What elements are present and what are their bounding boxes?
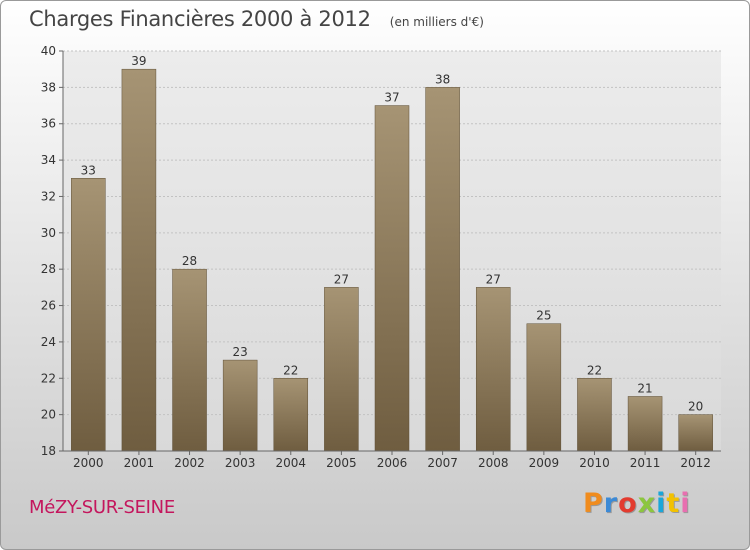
bar-value-label: 38 (435, 72, 450, 86)
bar-2002 (172, 268, 207, 452)
y-tick-label: 26 (41, 299, 56, 313)
logo-letter: o (618, 488, 638, 519)
bar-2007 (425, 87, 460, 452)
logo-letter: r (603, 488, 619, 519)
y-tick-label: 32 (41, 189, 56, 203)
chart-title: Charges Financières 2000 à 2012 (29, 7, 371, 31)
y-tick-label: 38 (41, 80, 56, 94)
bar-2011 (627, 396, 663, 452)
y-tick-label: 18 (41, 444, 56, 458)
bar-2012 (678, 414, 713, 452)
x-tick-label: 2003 (225, 456, 256, 470)
title-line: Charges Financières 2000 à 2012 (en mill… (29, 7, 484, 31)
bar-value-label: 22 (283, 363, 298, 377)
bar-value-label: 21 (637, 381, 652, 395)
logo-letter: x (637, 488, 657, 519)
bar-value-label: 39 (131, 54, 146, 68)
logo-letter: t (666, 488, 681, 519)
y-tick-label: 22 (41, 371, 56, 385)
x-tick-label: 2002 (174, 456, 205, 470)
bar-2001 (121, 68, 157, 452)
bar-value-label: 20 (688, 400, 703, 414)
logo-letter: i (680, 488, 691, 519)
x-tick-label: 2011 (630, 456, 661, 470)
y-axis: 18 20 22 24 26 28 30 32 34 36 38 40 (41, 44, 63, 458)
y-tick-label: 28 (41, 262, 56, 276)
bar-2003 (222, 359, 258, 452)
bar-value-label: 27 (486, 272, 501, 286)
bar-value-label: 27 (334, 272, 349, 286)
bar-value-label: 23 (233, 345, 248, 359)
y-tick-label: 24 (41, 335, 56, 349)
x-tick-label: 2005 (326, 456, 357, 470)
bar-value-label: 25 (536, 309, 551, 323)
x-tick-label: 2008 (478, 456, 509, 470)
x-tick-label: 2000 (73, 456, 104, 470)
x-tick-label: 2010 (579, 456, 610, 470)
chart-subtitle: (en milliers d'€) (389, 15, 484, 29)
y-tick-label: 36 (41, 117, 56, 131)
y-tick-label: 30 (41, 226, 56, 240)
bar-2000 (71, 178, 106, 452)
bar-2005 (324, 287, 359, 452)
x-tick-label: 2009 (529, 456, 560, 470)
y-tick-label: 34 (41, 153, 56, 167)
bar-value-label: 28 (182, 254, 197, 268)
logo-letter: P (583, 488, 604, 519)
x-tick-label: 2007 (427, 456, 458, 470)
x-tick-label: 2012 (680, 456, 711, 470)
y-tick-label: 40 (41, 44, 56, 58)
logo-letter: i (656, 488, 667, 519)
bar-value-label: 22 (587, 363, 602, 377)
x-tick-label: 2001 (124, 456, 155, 470)
bar-value-label: 37 (384, 91, 399, 105)
bar-2004 (273, 378, 309, 452)
bar-2010 (577, 378, 612, 452)
bar-2008 (475, 287, 511, 452)
proxiti-logo[interactable]: Proxiti (583, 488, 691, 519)
bar-2009 (526, 323, 562, 452)
y-tick-label: 20 (41, 408, 56, 422)
x-tick-label: 2004 (275, 456, 306, 470)
bars: 33 39 28 23 22 27 37 38 27 25 22 21 20 (71, 54, 713, 452)
bar-2006 (374, 105, 410, 452)
town-name: MéZY-SUR-SEINE (29, 497, 175, 518)
x-axis: 2000 2001 2002 2003 2004 2005 2006 2007 2008 2009… (73, 451, 711, 470)
x-tick-label: 2006 (377, 456, 408, 470)
bar-value-label: 33 (81, 163, 96, 177)
